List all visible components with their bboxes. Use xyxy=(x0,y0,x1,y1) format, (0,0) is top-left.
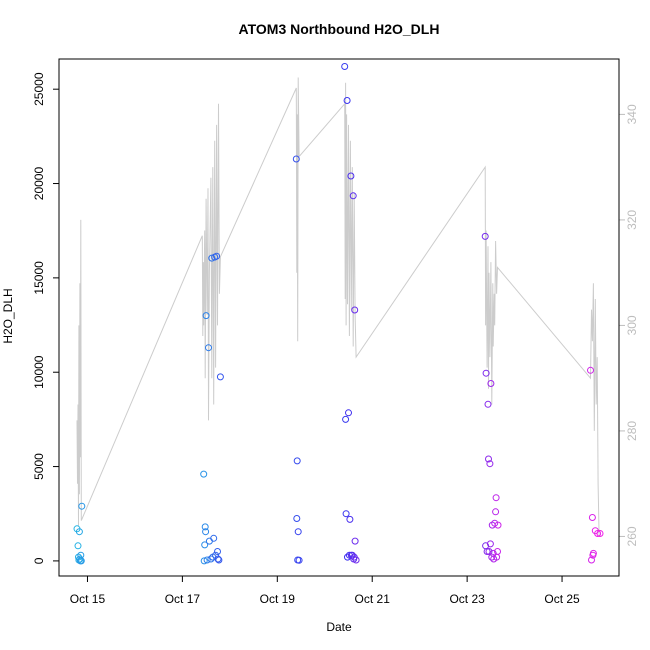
data-point xyxy=(349,192,357,200)
data-point xyxy=(587,366,594,374)
data-point xyxy=(215,556,223,564)
data-point xyxy=(488,553,496,561)
data-point xyxy=(216,373,224,381)
x-tick-label: Oct 21 xyxy=(355,592,391,606)
data-point xyxy=(74,542,82,550)
y-tick-label: 15000 xyxy=(32,261,46,295)
x-tick-label: Oct 23 xyxy=(449,592,485,606)
data-point xyxy=(202,312,210,320)
data-point xyxy=(77,557,85,565)
data-point xyxy=(481,232,489,240)
data-point xyxy=(348,551,356,559)
data-point xyxy=(492,494,500,502)
data-point xyxy=(351,537,359,545)
data-point xyxy=(292,155,300,163)
data-point xyxy=(214,548,221,555)
data-point xyxy=(345,409,352,417)
point-layer xyxy=(73,63,604,565)
y-tick-label: 5000 xyxy=(32,453,46,480)
data-point xyxy=(200,557,208,565)
data-point xyxy=(492,508,500,516)
right-tick-label: 260 xyxy=(625,526,639,546)
data-point xyxy=(482,369,490,377)
data-point xyxy=(210,534,218,542)
data-point xyxy=(200,470,208,478)
data-point xyxy=(214,555,222,563)
data-point xyxy=(352,556,360,564)
data-point xyxy=(75,528,83,536)
data-point xyxy=(343,97,351,104)
data-point xyxy=(342,415,350,423)
chart-title: ATOM3 Northbound H2O_DLH xyxy=(239,21,440,37)
data-point xyxy=(207,555,215,563)
data-point xyxy=(78,502,86,510)
data-point xyxy=(589,549,597,557)
x-tick-label: Oct 15 xyxy=(70,592,106,606)
data-point xyxy=(293,457,301,465)
data-point xyxy=(485,455,492,463)
x-tick-label: Oct 17 xyxy=(165,592,201,606)
right-tick-label: 300 xyxy=(625,315,639,335)
x-axis-label: Date xyxy=(326,620,352,634)
data-point xyxy=(201,523,209,531)
data-point xyxy=(342,510,350,518)
right-tick-label: 280 xyxy=(625,421,639,441)
data-point xyxy=(486,460,494,468)
y-tick-label: 10000 xyxy=(32,355,46,389)
data-point xyxy=(484,400,492,408)
line-layer xyxy=(76,77,600,537)
data-point xyxy=(346,515,354,523)
y-axis-label: H2O_DLH xyxy=(1,288,15,343)
data-point xyxy=(208,254,216,262)
data-point xyxy=(494,521,502,529)
data-point xyxy=(596,530,604,537)
data-point xyxy=(341,63,349,70)
data-point xyxy=(201,541,209,549)
right-tick-label: 320 xyxy=(625,210,639,230)
y-tick-label: 25000 xyxy=(32,72,46,106)
data-point xyxy=(295,556,303,564)
series-line xyxy=(76,77,600,537)
data-point xyxy=(487,380,495,387)
data-point xyxy=(347,172,355,180)
data-point xyxy=(483,548,491,555)
data-point xyxy=(588,556,595,564)
data-point xyxy=(486,540,494,548)
data-point xyxy=(494,548,501,555)
data-point xyxy=(594,530,602,537)
data-point xyxy=(202,528,210,536)
data-point xyxy=(203,556,211,564)
y-tick-label: 20000 xyxy=(32,167,46,201)
data-point xyxy=(293,515,301,522)
x-tick-label: Oct 19 xyxy=(260,592,296,606)
data-point xyxy=(351,306,359,314)
data-point xyxy=(345,551,353,559)
x-tick-label: Oct 25 xyxy=(544,592,580,606)
data-point xyxy=(588,514,596,521)
data-point xyxy=(212,551,220,559)
plot-frame xyxy=(58,58,620,577)
data-point xyxy=(294,528,302,536)
data-point xyxy=(205,344,212,352)
y-tick-label: 0 xyxy=(32,557,46,564)
right-tick-label: 340 xyxy=(625,104,639,124)
data-point xyxy=(213,252,221,260)
data-point xyxy=(485,548,493,555)
data-point xyxy=(344,553,351,561)
